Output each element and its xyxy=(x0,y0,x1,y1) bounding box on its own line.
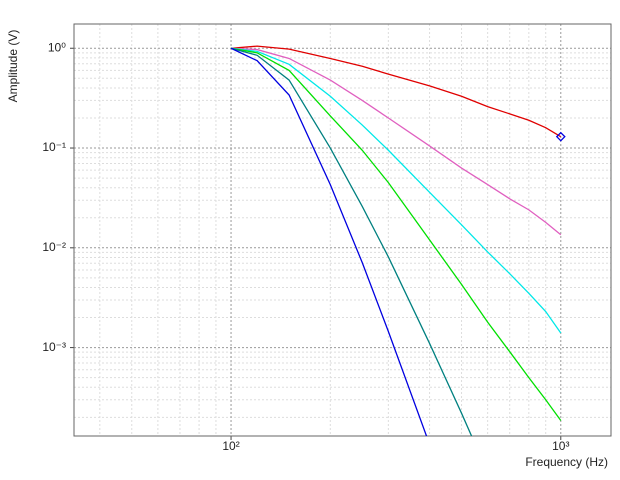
line-series xyxy=(230,47,562,334)
line-series xyxy=(230,47,428,436)
cursor-marker xyxy=(555,131,566,142)
x-tick-label: 10² xyxy=(222,439,239,453)
x-axis-label: Frequency (Hz) xyxy=(525,455,608,469)
line-series xyxy=(230,47,562,421)
plot-area xyxy=(230,45,562,436)
y-tick-label: 10⁻¹ xyxy=(42,140,66,154)
line-series xyxy=(230,45,562,138)
y-axis-label: Amplitude (V) xyxy=(6,30,20,103)
plot-frame xyxy=(73,23,612,437)
y-tick-label: 10⁰ xyxy=(48,40,66,54)
y-tick-label: 10⁻³ xyxy=(42,340,66,354)
line-series xyxy=(231,47,562,236)
line-series xyxy=(230,47,473,436)
x-tick-label: 10³ xyxy=(552,439,569,453)
y-tick-label: 10⁻² xyxy=(42,240,66,254)
